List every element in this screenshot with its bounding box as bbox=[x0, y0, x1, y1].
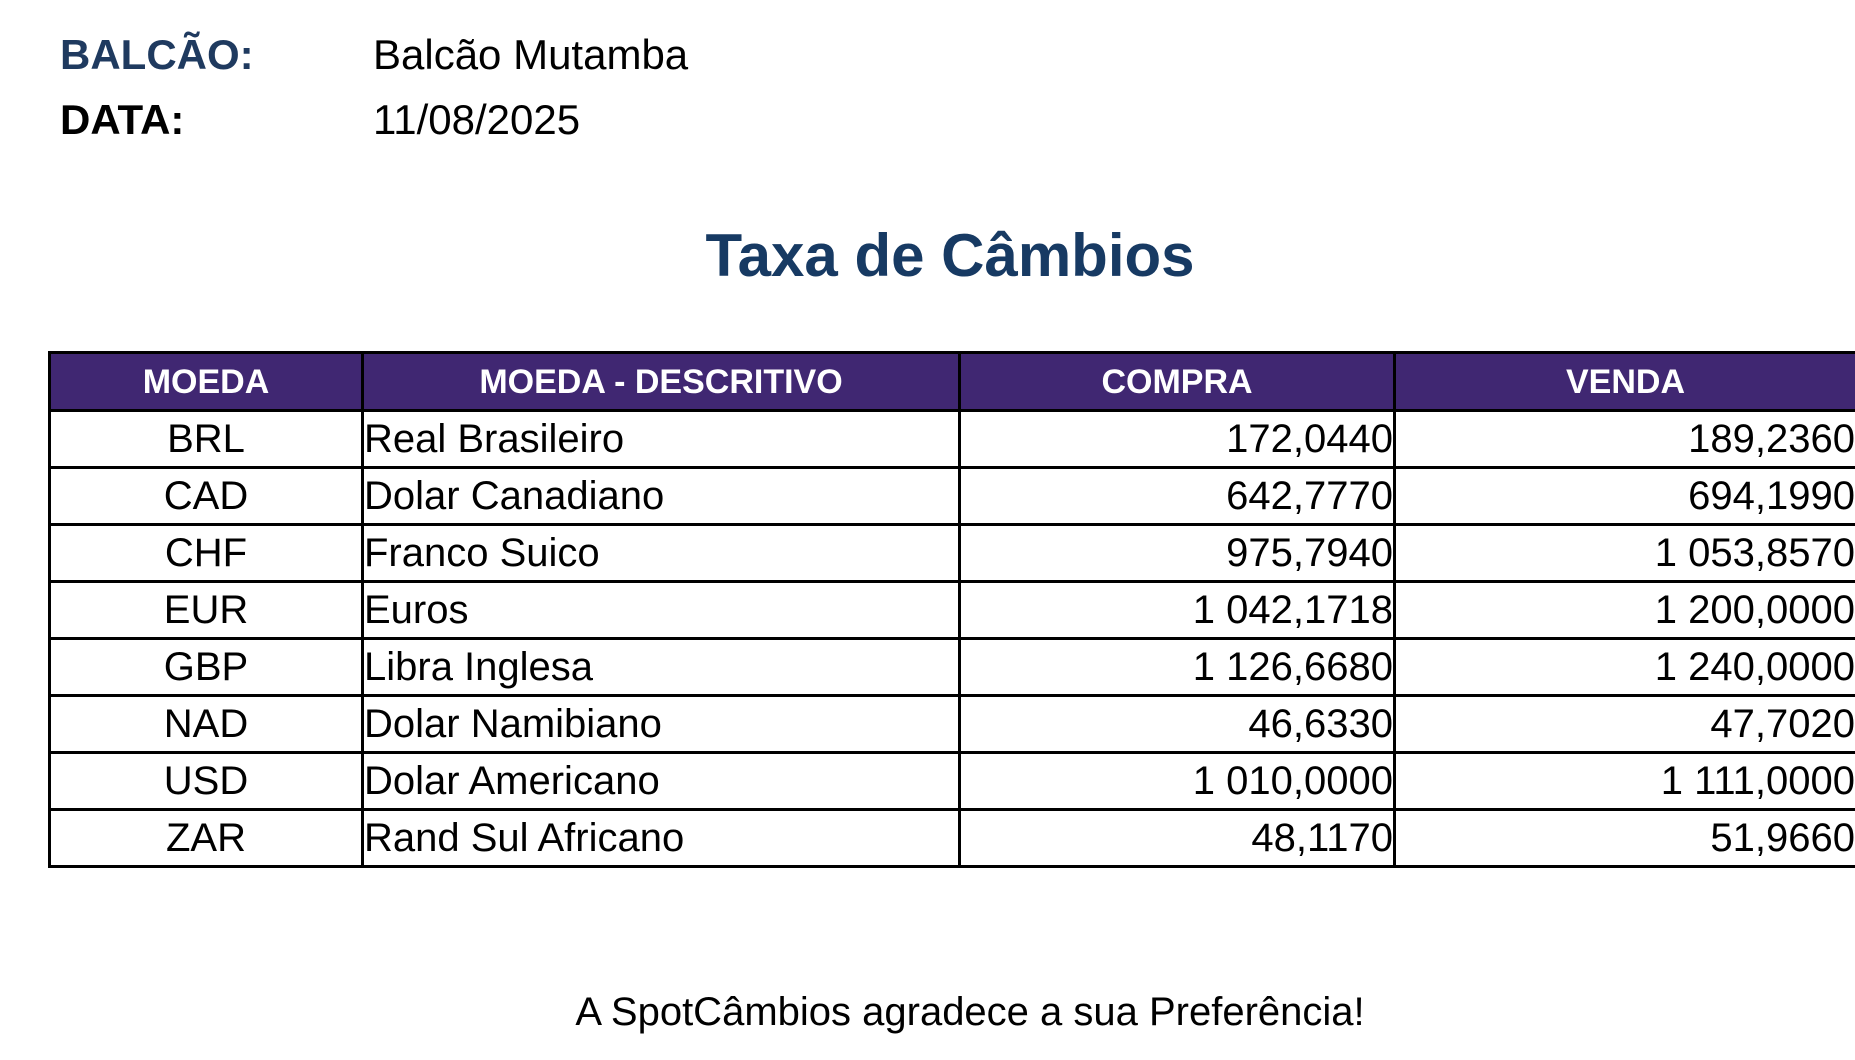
exchange-rates-table: MOEDA MOEDA - DESCRITIVO COMPRA VENDA BR… bbox=[48, 351, 1855, 868]
cell-description: Libra Inglesa bbox=[361, 637, 961, 697]
cell-description: Franco Suico bbox=[361, 523, 961, 583]
cell-venda: 694,1990 bbox=[1393, 466, 1855, 526]
balcao-value: Balcão Mutamba bbox=[373, 31, 689, 78]
cell-code: USD bbox=[48, 751, 364, 811]
table-row: BRL Real Brasileiro 172,0440 189,2360 bbox=[48, 409, 1855, 469]
cell-description: Dolar Americano bbox=[361, 751, 961, 811]
table-row: NAD Dolar Namibiano 46,6330 47,7020 bbox=[48, 694, 1855, 754]
cell-code: ZAR bbox=[48, 808, 364, 868]
table-row: ZAR Rand Sul Africano 48,1170 51,9660 bbox=[48, 808, 1855, 868]
cell-description: Dolar Namibiano bbox=[361, 694, 961, 754]
cell-code: GBP bbox=[48, 637, 364, 697]
table-header-row: MOEDA MOEDA - DESCRITIVO COMPRA VENDA bbox=[48, 351, 1855, 412]
cell-compra: 172,0440 bbox=[958, 409, 1396, 469]
cell-compra: 1 126,6680 bbox=[958, 637, 1396, 697]
table-row: GBP Libra Inglesa 1 126,6680 1 240,0000 bbox=[48, 637, 1855, 697]
cell-description: Dolar Canadiano bbox=[361, 466, 961, 526]
cell-code: CHF bbox=[48, 523, 364, 583]
header-compra: COMPRA bbox=[958, 351, 1396, 412]
balcao-label: BALCÃO: bbox=[60, 31, 254, 78]
page-title: Taxa de Câmbios bbox=[705, 222, 1195, 289]
cell-description: Real Brasileiro bbox=[361, 409, 961, 469]
cell-venda: 1 053,8570 bbox=[1393, 523, 1855, 583]
table-row: EUR Euros 1 042,1718 1 200,0000 bbox=[48, 580, 1855, 640]
cell-compra: 1 010,0000 bbox=[958, 751, 1396, 811]
cell-compra: 1 042,1718 bbox=[958, 580, 1396, 640]
cell-venda: 1 240,0000 bbox=[1393, 637, 1855, 697]
cell-compra: 48,1170 bbox=[958, 808, 1396, 868]
cell-venda: 47,7020 bbox=[1393, 694, 1855, 754]
cell-venda: 189,2360 bbox=[1393, 409, 1855, 469]
thank-you-message: A SpotCâmbios agradece a sua Preferência… bbox=[575, 990, 1365, 1034]
cell-compra: 642,7770 bbox=[958, 466, 1396, 526]
cell-code: CAD bbox=[48, 466, 364, 526]
header-moeda-descritivo: MOEDA - DESCRITIVO bbox=[361, 351, 961, 412]
cell-compra: 46,6330 bbox=[958, 694, 1396, 754]
data-label: DATA: bbox=[60, 96, 185, 143]
cell-code: NAD bbox=[48, 694, 364, 754]
table-row: CAD Dolar Canadiano 642,7770 694,1990 bbox=[48, 466, 1855, 526]
cell-description: Rand Sul Africano bbox=[361, 808, 961, 868]
table-row: CHF Franco Suico 975,7940 1 053,8570 bbox=[48, 523, 1855, 583]
cell-compra: 975,7940 bbox=[958, 523, 1396, 583]
cell-code: EUR bbox=[48, 580, 364, 640]
cell-venda: 1 111,0000 bbox=[1393, 751, 1855, 811]
header-moeda: MOEDA bbox=[48, 351, 364, 412]
cell-code: BRL bbox=[48, 409, 364, 469]
header-venda: VENDA bbox=[1393, 351, 1855, 412]
cell-venda: 1 200,0000 bbox=[1393, 580, 1855, 640]
cell-description: Euros bbox=[361, 580, 961, 640]
table-row: USD Dolar Americano 1 010,0000 1 111,000… bbox=[48, 751, 1855, 811]
cell-venda: 51,9660 bbox=[1393, 808, 1855, 868]
data-value: 11/08/2025 bbox=[373, 96, 581, 143]
